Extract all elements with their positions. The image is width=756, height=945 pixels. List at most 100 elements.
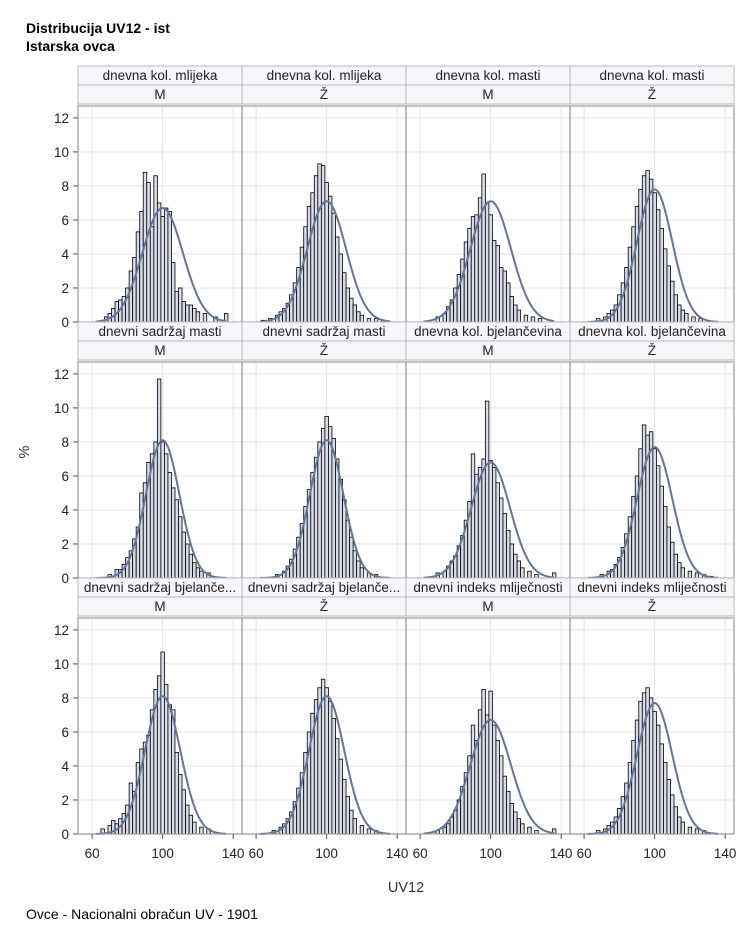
panel-9: dnevni sadržaj bjelanče... M <box>77 577 243 835</box>
histogram-bar <box>156 378 162 579</box>
histogram-bar <box>335 738 340 835</box>
histogram-bar <box>506 529 511 579</box>
histogram-bar <box>687 826 693 835</box>
histogram-bar <box>185 543 190 579</box>
panel-header-sex <box>569 596 735 617</box>
histogram-bar <box>492 239 497 323</box>
histogram-bar <box>652 192 657 323</box>
histogram-bar <box>520 567 525 579</box>
histogram-bar <box>477 709 483 835</box>
histogram-bar <box>673 806 678 835</box>
histogram-bar <box>359 825 365 835</box>
histogram-bar <box>195 567 201 579</box>
panel-sex-label: Ž <box>320 599 328 614</box>
histogram-bar <box>481 689 486 835</box>
y-tick-label: 10 <box>54 401 69 416</box>
histogram-bar <box>345 287 350 323</box>
histogram-bar <box>488 690 493 835</box>
histogram-bar <box>638 448 643 579</box>
histogram-bar <box>192 821 197 835</box>
histogram-bar <box>313 456 319 579</box>
histogram-bar <box>306 205 312 323</box>
y-tick-label: 12 <box>54 111 69 126</box>
panel-12: dnevni indeks mliječnosti Ž <box>569 577 735 835</box>
histogram-bar <box>181 531 186 579</box>
histogram-bar <box>352 818 358 835</box>
histogram-bar <box>670 794 675 835</box>
histogram-bar <box>484 202 490 323</box>
histogram-bar <box>171 487 176 579</box>
panel-frame <box>569 617 735 835</box>
histogram-bar <box>342 272 347 323</box>
histogram-bar <box>153 175 158 323</box>
histogram-bar <box>181 789 186 835</box>
histogram-bar <box>513 553 518 579</box>
histogram-bar <box>185 804 190 835</box>
histogram-bar <box>135 231 141 323</box>
histogram-bar <box>160 651 165 835</box>
histogram-bar <box>634 719 640 835</box>
panel-2: dnevna kol. mlijeka Ž <box>241 65 407 323</box>
panel-1: dnevna kol. mlijeka M <box>77 65 243 323</box>
histogram-bar <box>659 228 664 323</box>
panel-10: dnevni sadržaj bjelanče... Ž <box>241 577 407 835</box>
histogram-bar <box>495 245 500 323</box>
histogram-bar <box>677 304 682 323</box>
panel-sex-label: Ž <box>320 343 328 358</box>
histogram-bar <box>303 226 308 323</box>
histogram-bar <box>488 214 493 323</box>
histogram-bar <box>670 541 675 579</box>
panel-sex-label: Ž <box>648 599 656 614</box>
histogram-bar <box>470 724 476 835</box>
histogram-bar <box>516 309 522 323</box>
panel-sex-label: M <box>154 599 165 614</box>
histogram-bar <box>349 297 354 323</box>
panel-11: dnevni indeks mliječnosti M <box>405 577 571 835</box>
panel-6: dnevni sadržaj masti Ž <box>241 321 407 579</box>
panel-sex-label: M <box>482 87 493 102</box>
histogram-bar <box>342 499 347 579</box>
normal-density-curve <box>259 439 391 579</box>
normal-density-curve <box>587 702 719 835</box>
normal-density-curve <box>587 446 719 579</box>
chart-title: Distribucija UV12 - ist <box>26 20 170 36</box>
y-tick-label: 0 <box>61 827 69 842</box>
panel-7: dnevna kol. bjelančevina M <box>405 321 571 579</box>
histogram-bar <box>164 207 169 323</box>
y-tick-label: 6 <box>61 725 69 740</box>
panel-trait-label: dnevna kol. masti <box>435 68 540 83</box>
x-tick-label: 140 <box>222 846 245 861</box>
histogram-bar <box>153 441 158 579</box>
panel-trait-label: dnevna kol. masti <box>599 68 704 83</box>
histogram-bar <box>160 216 165 323</box>
histogram-bar <box>492 467 497 579</box>
histogram-bar <box>359 567 365 579</box>
normal-density-curve <box>259 695 391 835</box>
histogram-bar <box>359 314 365 323</box>
histogram-bar <box>673 294 678 323</box>
histogram-bar <box>509 296 514 323</box>
y-tick-label: 2 <box>61 793 69 808</box>
normal-density-curve <box>95 695 227 835</box>
histogram-bar <box>188 553 194 579</box>
histogram-bar <box>516 818 522 835</box>
histogram-bar <box>659 743 664 835</box>
histogram-bar <box>631 226 636 323</box>
panel-trait-label: dnevni indeks mliječnosti <box>577 580 726 595</box>
histogram-bar <box>666 526 671 579</box>
panel-sex-label: M <box>154 343 165 358</box>
histogram-bar <box>694 828 700 835</box>
panel-sex-label: Ž <box>648 343 656 358</box>
x-tick-label: 100 <box>151 846 174 861</box>
histogram-bar <box>652 711 657 835</box>
histogram-bar <box>181 301 186 323</box>
panel-trait-label: dnevni sadržaj masti <box>262 324 385 339</box>
panel-sex-label: Ž <box>648 87 656 102</box>
histogram-bar <box>349 536 354 579</box>
histogram-bar <box>460 258 465 323</box>
histogram-bar <box>523 314 529 323</box>
histogram-bar <box>499 497 504 579</box>
histogram-bar <box>627 246 633 323</box>
histogram-bar <box>146 734 151 835</box>
